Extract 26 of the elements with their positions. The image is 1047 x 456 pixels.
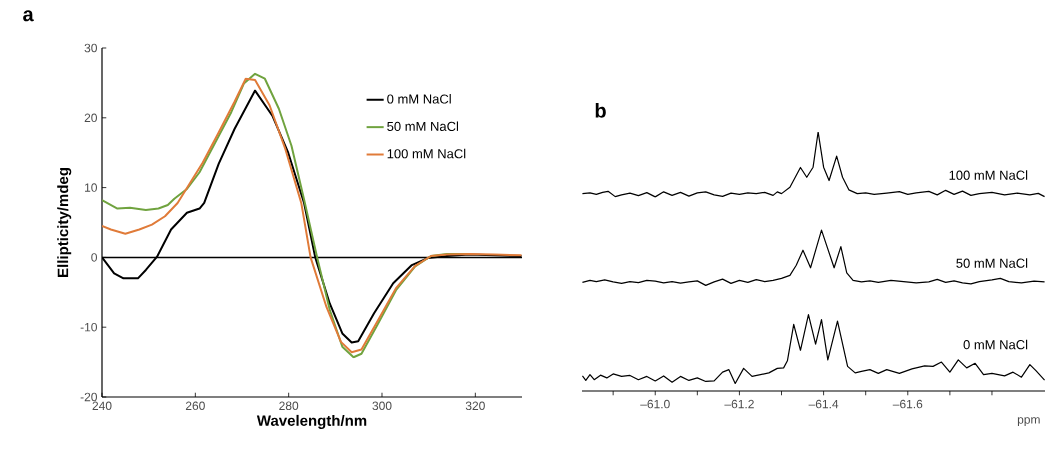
y-tick-label: 0 bbox=[91, 253, 98, 262]
y-tick-label: -20 bbox=[80, 392, 97, 402]
chart-title: b bbox=[595, 103, 606, 118]
x-tick-label: 260 bbox=[185, 401, 205, 411]
y-tick-label: -10 bbox=[80, 322, 97, 332]
legend-label: 50 mM NaCl bbox=[387, 121, 459, 131]
x-tick-label: 280 bbox=[279, 401, 299, 411]
series-label: 0 mM NaCl bbox=[963, 339, 1028, 350]
x-tick-label: –61.2 bbox=[724, 399, 754, 409]
x-tick-label: 240 bbox=[92, 401, 112, 411]
legend-label: 0 mM NaCl bbox=[387, 94, 451, 104]
chart-title: a bbox=[23, 10, 34, 22]
x-axis-title: ppm bbox=[1017, 417, 1040, 427]
x-tick-label: 320 bbox=[465, 401, 485, 411]
series-label: 100 mM NaCl bbox=[949, 170, 1028, 180]
legend-label: 100 mM NaCl bbox=[387, 148, 466, 159]
x-tick-label: –61.0 bbox=[640, 399, 670, 409]
y-tick-label: 20 bbox=[84, 113, 97, 123]
x-tick-label: –61.4 bbox=[808, 399, 839, 409]
y-tick-label: 10 bbox=[85, 183, 97, 192]
x-axis-title: Wavelength/nm bbox=[256, 414, 367, 429]
x-tick-label: –61.6 bbox=[892, 399, 923, 409]
y-tick-label: 30 bbox=[84, 43, 97, 53]
y-axis-title: Ellipticity/mdeg bbox=[57, 168, 72, 277]
series-label: 50 mM NaCl bbox=[956, 258, 1028, 268]
x-tick-label: 300 bbox=[372, 401, 392, 411]
